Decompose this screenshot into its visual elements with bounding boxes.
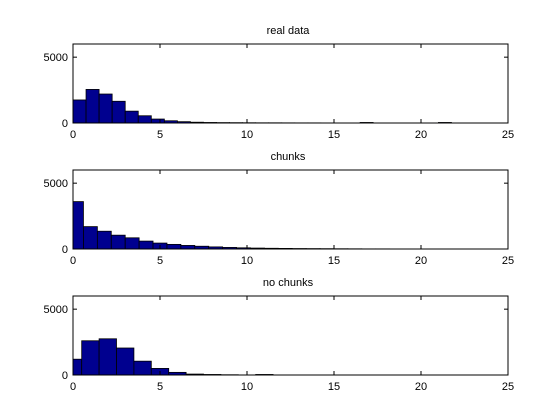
x-tick-label: 25 [502,129,514,141]
x-tick-label: 5 [157,129,163,141]
histogram-bar [72,99,87,124]
x-tick-label: 20 [415,381,427,393]
x-tick-label: 15 [328,129,340,141]
axis-ticks: 0 5 10 15 20 25 0 5000 [44,170,514,267]
histogram-bar [98,338,117,376]
axes-frame [72,43,509,124]
panel-no-chunks: no chunks 0 5 10 15 20 25 0 5000 [44,277,515,393]
x-tick-label: 20 [415,129,427,141]
x-tick-label: 15 [328,255,340,267]
x-tick-label: 25 [502,255,514,267]
histogram-bar [116,347,135,376]
axis-ticks: 0 5 10 15 20 25 0 5000 [44,296,514,393]
axis-ticks: 0 5 10 15 20 25 0 5000 [44,44,514,141]
histogram-bar [133,360,152,376]
x-tick-label: 25 [502,381,514,393]
histogram-bar [110,234,126,250]
histogram-bar [83,226,98,250]
x-tick-label: 10 [241,381,253,393]
panel-title: chunks [271,151,306,163]
y-tick-label: 0 [62,244,68,256]
bars [72,89,465,124]
y-tick-label: 5000 [44,304,68,316]
y-tick-label: 5000 [44,178,68,190]
axes-box [72,295,509,376]
histogram-bar [81,340,100,376]
x-tick-label: 15 [328,381,340,393]
axes-frame [72,169,509,250]
y-tick-label: 5000 [44,52,68,64]
histogram-bar [137,115,152,124]
panel-title: no chunks [263,277,314,289]
histogram-bar [138,240,154,250]
histogram-bar [124,237,140,250]
x-tick-label: 0 [70,129,76,141]
histogram-bar [180,245,196,250]
histogram-bar [72,201,84,250]
histogram-bar [111,100,126,124]
panel-real-data: real data 0 5 10 15 20 25 0 5000 [44,25,515,141]
histogram-bar [96,230,112,250]
axes-box [72,43,509,124]
histogram-bar [124,110,139,124]
axes-frame [72,295,509,376]
histogram-bar [85,89,100,124]
y-tick-label: 0 [62,370,68,382]
panel-title: real data [267,25,311,37]
axes-box [72,169,509,250]
y-tick-label: 0 [62,118,68,130]
histogram-bar [98,93,113,124]
x-tick-label: 5 [157,255,163,267]
histogram-bar [166,243,182,250]
x-tick-label: 0 [70,381,76,393]
x-tick-label: 20 [415,255,427,267]
x-tick-label: 0 [70,255,76,267]
x-tick-label: 10 [241,129,253,141]
panel-chunks: chunks 0 5 10 15 20 25 0 5000 [44,151,515,267]
histogram-bar [150,118,165,124]
x-tick-label: 10 [241,255,253,267]
x-tick-label: 5 [157,381,163,393]
histogram-bar [72,358,83,376]
